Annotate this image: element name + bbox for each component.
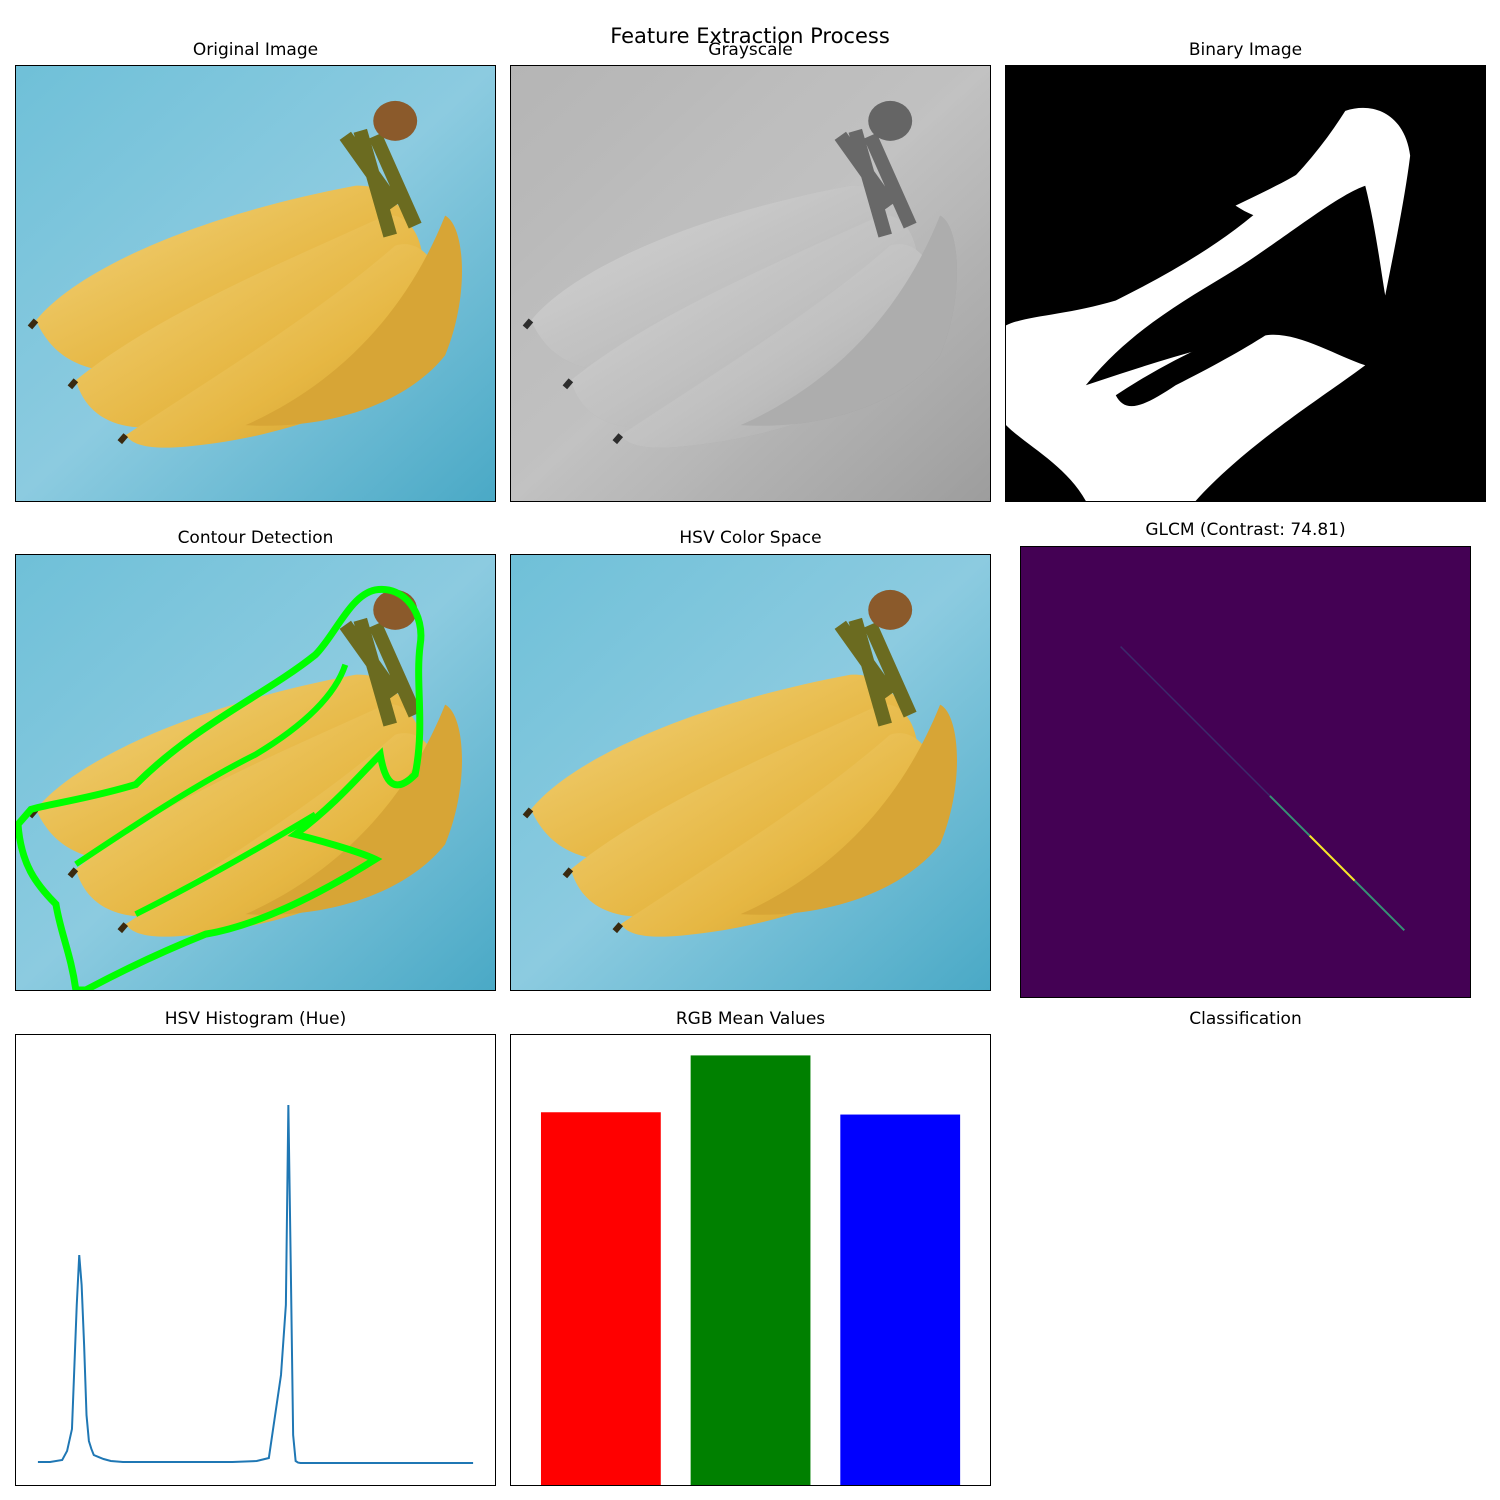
binary-mask bbox=[1006, 66, 1485, 501]
contour-title: Contour Detection bbox=[15, 528, 496, 548]
rgb-panel bbox=[510, 1034, 991, 1486]
glcm-title: GLCM (Contrast: 74.81) bbox=[1005, 520, 1486, 540]
histogram-title: HSV Histogram (Hue) bbox=[15, 1009, 496, 1029]
banana-photo-hsv bbox=[511, 555, 990, 990]
rgb-bar-r bbox=[541, 1112, 661, 1485]
rgb-bar-g bbox=[691, 1055, 811, 1485]
grayscale-panel bbox=[510, 65, 991, 502]
figure-title: Feature Extraction Process bbox=[0, 24, 1500, 48]
banana-photo-original bbox=[16, 66, 495, 501]
glcm-heatmap bbox=[1021, 547, 1470, 997]
hue-histogram-chart bbox=[16, 1035, 495, 1485]
hue-histogram-line bbox=[38, 1105, 473, 1463]
rgb-title: RGB Mean Values bbox=[510, 1009, 991, 1029]
rgb-bar-chart bbox=[511, 1035, 990, 1485]
hsv-title: HSV Color Space bbox=[510, 528, 991, 548]
contour-overlay bbox=[16, 555, 495, 990]
contour-panel bbox=[15, 554, 496, 991]
glcm-panel bbox=[1020, 546, 1471, 998]
rgb-bar-b bbox=[840, 1115, 960, 1485]
hsv-panel bbox=[510, 554, 991, 991]
classification-title: Classification bbox=[1005, 1009, 1486, 1029]
banana-photo-grayscale bbox=[511, 66, 990, 501]
binary-image-panel bbox=[1005, 65, 1486, 502]
histogram-panel bbox=[15, 1034, 496, 1486]
original-image-panel bbox=[15, 65, 496, 502]
